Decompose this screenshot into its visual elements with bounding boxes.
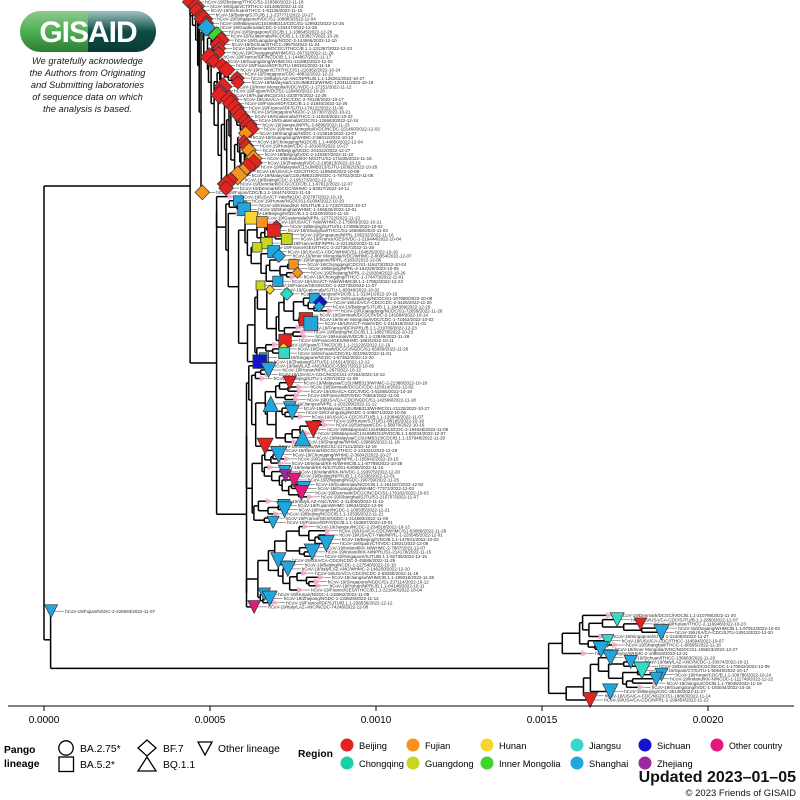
svg-text:0.0005: 0.0005 [195,715,226,726]
svg-text:0.0000: 0.0000 [29,715,60,726]
svg-text:Inner Mongolia: Inner Mongolia [499,759,561,769]
svg-text:Other country: Other country [729,741,783,751]
svg-text:lineage: lineage [4,759,40,770]
svg-text:Beijing: Beijing [359,741,387,751]
svg-text:0.0020: 0.0020 [693,715,724,726]
svg-text:BA.5.2*: BA.5.2* [80,760,115,771]
svg-text:BF.7: BF.7 [163,744,184,755]
svg-text:hCoV-19/Italy/LAZ-ANC/NCDC-742: hCoV-19/Italy/LAZ-ANC/NCDC-74248/2022-12… [268,605,369,610]
svg-text:hCoV-19/Fujian/NGDC-2-226593/2: hCoV-19/Fujian/NGDC-2-226593/2022-11-07 [65,609,155,614]
svg-text:Pango: Pango [4,745,35,756]
svg-text:Hunan: Hunan [499,741,526,751]
svg-text:Sichuan: Sichuan [657,741,691,751]
svg-text:Shanghai: Shanghai [589,759,628,769]
svg-text:Fujian: Fujian [425,741,450,751]
svg-text:Guangdong: Guangdong [425,759,474,769]
svg-text:Chongqing: Chongqing [359,759,404,769]
svg-text:Jiangsu: Jiangsu [589,741,621,751]
svg-text:Zhejiang: Zhejiang [657,759,693,769]
svg-text:BQ.1.1: BQ.1.1 [163,760,195,771]
svg-text:0.0010: 0.0010 [361,715,392,726]
svg-text:Other lineage: Other lineage [218,744,280,755]
svg-text:BA.2.75*: BA.2.75* [80,744,121,755]
svg-text:Region: Region [298,749,333,760]
svg-text:0.0015: 0.0015 [527,715,558,726]
